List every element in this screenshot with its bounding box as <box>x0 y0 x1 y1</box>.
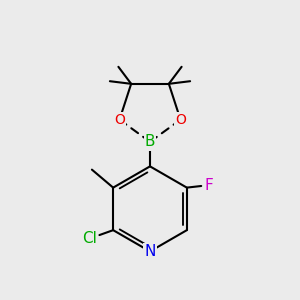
Text: O: O <box>114 113 125 127</box>
Text: O: O <box>175 113 186 127</box>
Text: F: F <box>205 178 214 194</box>
Text: Cl: Cl <box>82 231 97 246</box>
Text: N: N <box>144 244 156 259</box>
Text: B: B <box>145 134 155 149</box>
Text: Cl: Cl <box>82 231 97 246</box>
Text: F: F <box>205 178 214 194</box>
